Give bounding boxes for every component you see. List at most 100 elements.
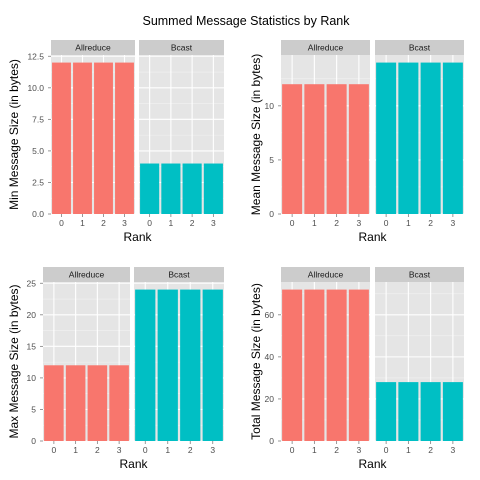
facet-label: Bcast <box>171 43 193 53</box>
y-axis-title: Min Message Size (in bytes) <box>7 59 21 210</box>
x-tick-label: 1 <box>80 218 85 228</box>
x-tick-label: 2 <box>428 445 433 455</box>
x-tick-label: 1 <box>312 218 317 228</box>
x-tick-label: 3 <box>122 218 127 228</box>
y-tick-label: 0.0 <box>32 209 44 219</box>
facet-label: Allreduce <box>75 43 111 53</box>
bar-allreduce-rank-3 <box>348 289 369 441</box>
y-tick-label: 40 <box>265 352 275 362</box>
y-tick-label: 25 <box>27 278 37 288</box>
x-tick-label: 0 <box>384 445 389 455</box>
y-tick-label: 15 <box>27 341 37 351</box>
x-tick-label: 1 <box>406 445 411 455</box>
bar-allreduce-rank-1 <box>304 84 325 215</box>
facet-label: Allreduce <box>308 270 344 280</box>
bar-bcast-rank-3 <box>202 289 223 441</box>
bar-allreduce-rank-2 <box>326 84 347 215</box>
subplot-1: Allreduce 0 1 2 3 Bcast 0 1 2 3 0.0 2.5 5.0 7.5 10.0 12… <box>7 40 224 244</box>
bar-allreduce-rank-2 <box>87 365 108 441</box>
facet-strip <box>281 40 370 55</box>
x-tick-label: 3 <box>451 218 456 228</box>
y-axis-title: Max Message Size (in bytes) <box>7 284 21 438</box>
y-tick-label: 20 <box>27 310 37 320</box>
facet-strip <box>375 40 464 55</box>
facet-strip <box>139 40 224 55</box>
facet-strip <box>375 267 464 282</box>
bar-allreduce-rank-3 <box>109 365 129 441</box>
bar-bcast-rank-3 <box>442 382 463 441</box>
x-tick-label: 0 <box>59 218 64 228</box>
y-tick-label: 10 <box>27 373 37 383</box>
x-tick-label: 2 <box>95 445 100 455</box>
bar-allreduce-rank-0 <box>44 365 64 441</box>
bar-allreduce-rank-1 <box>73 62 92 215</box>
x-tick-label: 2 <box>334 445 339 455</box>
x-tick-label: 3 <box>211 218 216 228</box>
x-tick-label: 3 <box>117 445 122 455</box>
x-tick-label: 3 <box>451 445 456 455</box>
x-tick-label: 2 <box>190 218 195 228</box>
figure-title: Summed Message Statistics by Rank <box>142 14 350 28</box>
x-axis-title: Rank <box>123 230 152 244</box>
x-tick-label: 3 <box>210 445 215 455</box>
x-tick-label: 1 <box>73 445 78 455</box>
x-tick-label: 3 <box>357 218 362 228</box>
facet-strip <box>51 40 135 55</box>
x-tick-label: 1 <box>169 218 174 228</box>
x-tick-label: 2 <box>188 445 193 455</box>
bar-allreduce-rank-0 <box>282 289 303 441</box>
bar-allreduce-rank-3 <box>115 62 134 215</box>
bar-allreduce-rank-1 <box>304 289 325 441</box>
bar-bcast-rank-3 <box>442 62 463 215</box>
y-tick-label: 10.0 <box>27 83 44 93</box>
x-tick-label: 1 <box>165 445 170 455</box>
facet-label: Bcast <box>409 270 431 280</box>
bar-bcast-rank-2 <box>180 289 201 441</box>
y-tick-label: 2.5 <box>32 177 44 187</box>
bar-allreduce-rank-0 <box>52 62 71 215</box>
x-tick-label: 3 <box>357 445 362 455</box>
facet-strip <box>281 267 370 282</box>
bar-allreduce-rank-2 <box>326 289 347 441</box>
facet-label: Bcast <box>168 270 190 280</box>
subplot-3: Allreduce 0 1 2 3 Bcast 0 1 2 3 0 5 10 15 20 25 Rank Max … <box>7 267 224 471</box>
x-tick-label: 2 <box>428 218 433 228</box>
y-tick-label: 5 <box>31 404 36 414</box>
bar-bcast-rank-2 <box>420 62 441 215</box>
bar-bcast-rank-3 <box>203 163 223 214</box>
x-tick-label: 0 <box>384 218 389 228</box>
facet-strip <box>43 267 130 282</box>
y-tick-label: 0 <box>269 436 274 446</box>
bar-bcast-rank-1 <box>398 382 419 441</box>
y-tick-label: 0 <box>269 209 274 219</box>
bar-bcast-rank-0 <box>135 289 156 441</box>
y-tick-label: 12.5 <box>27 51 44 61</box>
bar-bcast-rank-0 <box>140 163 160 214</box>
x-tick-label: 2 <box>101 218 106 228</box>
x-axis-title: Rank <box>358 457 387 471</box>
y-axis-title: Total Message Size (in bytes) <box>249 283 263 440</box>
x-axis-title: Rank <box>358 230 387 244</box>
x-tick-label: 1 <box>406 218 411 228</box>
y-tick-label: 20 <box>265 394 275 404</box>
y-tick-label: 5.0 <box>32 146 44 156</box>
bar-bcast-rank-2 <box>182 163 202 214</box>
x-tick-label: 2 <box>334 218 339 228</box>
y-tick-label: 60 <box>265 310 275 320</box>
bar-bcast-rank-0 <box>376 62 397 215</box>
bar-allreduce-rank-1 <box>65 365 86 441</box>
x-tick-label: 0 <box>290 218 295 228</box>
y-tick-label: 0 <box>31 436 36 446</box>
x-tick-label: 0 <box>290 445 295 455</box>
y-tick-label: 7.5 <box>32 114 44 124</box>
facet-label: Allreduce <box>69 270 105 280</box>
bar-bcast-rank-1 <box>398 62 419 215</box>
facet-label: Allreduce <box>308 43 344 53</box>
bar-bcast-rank-1 <box>161 163 181 214</box>
x-tick-label: 0 <box>143 445 148 455</box>
x-axis-title: Rank <box>119 457 148 471</box>
bar-bcast-rank-0 <box>376 382 397 441</box>
y-tick-label: 5 <box>269 155 274 165</box>
